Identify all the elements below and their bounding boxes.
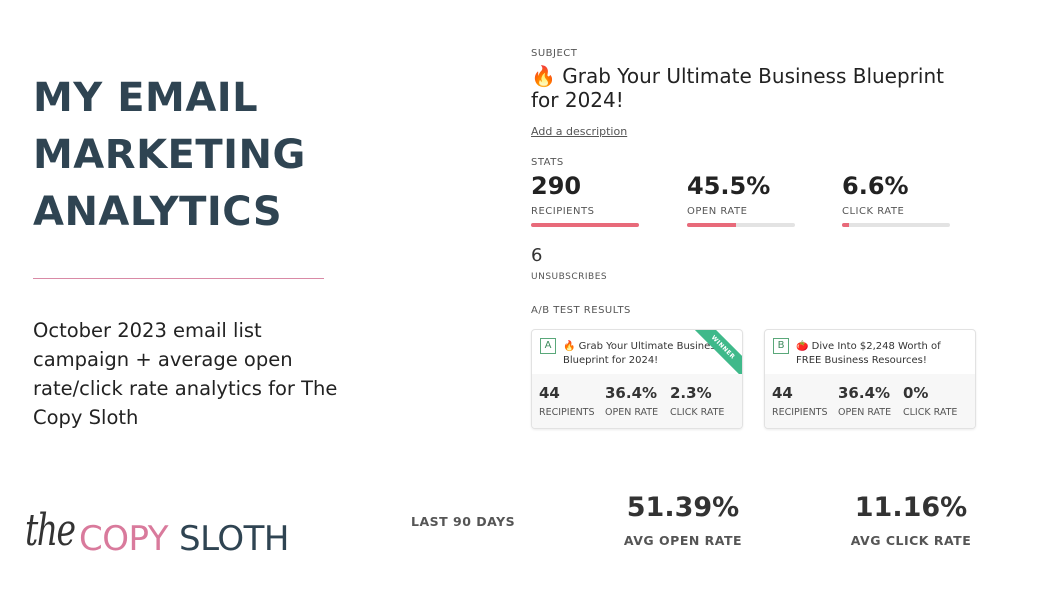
avg-click-rate-label: AVG CLICK RATE xyxy=(850,533,972,548)
avg-open-rate-value: 51.39% xyxy=(626,492,740,523)
logo-word-sloth: SLOTH xyxy=(179,519,289,559)
variant-open-rate: 36.4% OPEN RATE xyxy=(605,384,658,418)
stat-recipients: 290 RECIPIENTS xyxy=(531,172,639,227)
variant-click-rate: 2.3% CLICK RATE xyxy=(670,384,724,418)
stat-label: CLICK RATE xyxy=(842,206,905,217)
progress-bar xyxy=(842,223,950,227)
label: CLICK RATE xyxy=(903,407,958,418)
variant-recipients: 44 RECIPIENTS xyxy=(539,384,595,418)
ab-test-card-a[interactable]: A 🔥 Grab Your Ultimate Business Blueprin… xyxy=(531,329,743,429)
avg-open-rate: 51.39% AVG OPEN RATE xyxy=(603,492,763,548)
variant-recipients: 44 RECIPIENTS xyxy=(772,384,828,418)
progress-fill xyxy=(531,223,639,227)
progress-bar xyxy=(531,223,639,227)
title-line-1: MY EMAIL xyxy=(33,75,259,121)
variant-letter: A xyxy=(540,338,556,354)
progress-fill xyxy=(842,223,850,227)
label: OPEN RATE xyxy=(838,407,892,418)
progress-bar xyxy=(687,223,795,227)
stat-value: 6.6% xyxy=(842,172,909,200)
avg-click-rate: 11.16% AVG CLICK RATE xyxy=(831,492,991,548)
ab-card-header: B 🍅 Dive Into $2,248 Worth of FREE Busin… xyxy=(765,330,975,374)
variant-letter: B xyxy=(773,338,789,354)
value: 44 xyxy=(539,384,560,402)
divider xyxy=(33,278,324,279)
stat-value: 290 xyxy=(531,172,582,200)
logo-script: the xyxy=(25,505,76,556)
email-subject: 🔥 Grab Your Ultimate Business Blueprint … xyxy=(531,64,944,112)
ab-test-card-b[interactable]: B 🍅 Dive Into $2,248 Worth of FREE Busin… xyxy=(764,329,976,429)
unsubscribes-label: UNSUBSCRIBES xyxy=(531,272,608,282)
progress-fill xyxy=(687,223,737,227)
logo-word-copy: COPY xyxy=(79,519,169,559)
period-label: LAST 90 DAYS xyxy=(411,514,516,529)
variant-click-rate: 0% CLICK RATE xyxy=(903,384,957,418)
ab-card-stats: 44 RECIPIENTS 36.4% OPEN RATE 2.3% CLICK… xyxy=(532,374,742,428)
value: 0% xyxy=(903,384,929,402)
avg-click-rate-value: 11.16% xyxy=(854,492,968,523)
copy-sloth-logo: the COPY SLOTH xyxy=(25,505,305,575)
stat-unsubscribes: 6 UNSUBSCRIBES xyxy=(531,245,607,282)
value: 36.4% xyxy=(605,384,658,402)
description: October 2023 email list campaign + avera… xyxy=(33,319,338,429)
label: OPEN RATE xyxy=(605,407,659,418)
label: RECIPIENTS xyxy=(539,407,595,418)
page-title: MY EMAIL MARKETING ANALYTICS xyxy=(33,70,363,241)
value: 36.4% xyxy=(838,384,891,402)
variant-subject: 🔥 Grab Your Ultimate Business Blueprint … xyxy=(563,341,721,366)
stats-label: STATS xyxy=(531,157,564,168)
variant-open-rate: 36.4% OPEN RATE xyxy=(838,384,891,418)
title-line-3: ANALYTICS xyxy=(33,189,283,235)
title-line-2: MARKETING xyxy=(33,132,306,178)
add-description-link[interactable]: Add a description xyxy=(531,125,628,138)
value: 44 xyxy=(772,384,793,402)
label: CLICK RATE xyxy=(670,407,725,418)
variant-subject: 🍅 Dive Into $2,248 Worth of FREE Busines… xyxy=(796,341,941,366)
stat-label: RECIPIENTS xyxy=(531,206,595,217)
stat-label: OPEN RATE xyxy=(687,206,748,217)
stat-value: 45.5% xyxy=(687,172,771,200)
avg-open-rate-label: AVG OPEN RATE xyxy=(623,533,743,548)
stat-open-rate: 45.5% OPEN RATE xyxy=(687,172,795,227)
ab-card-stats: 44 RECIPIENTS 36.4% OPEN RATE 0% CLICK R… xyxy=(765,374,975,428)
unsubscribes-value: 6 xyxy=(531,245,543,266)
stat-click-rate: 6.6% CLICK RATE xyxy=(842,172,950,227)
value: 2.3% xyxy=(670,384,712,402)
ab-card-header: A 🔥 Grab Your Ultimate Business Blueprin… xyxy=(532,330,742,381)
subject-label: SUBJECT xyxy=(531,48,578,59)
ab-test-label: A/B TEST RESULTS xyxy=(531,305,631,316)
label: RECIPIENTS xyxy=(772,407,828,418)
